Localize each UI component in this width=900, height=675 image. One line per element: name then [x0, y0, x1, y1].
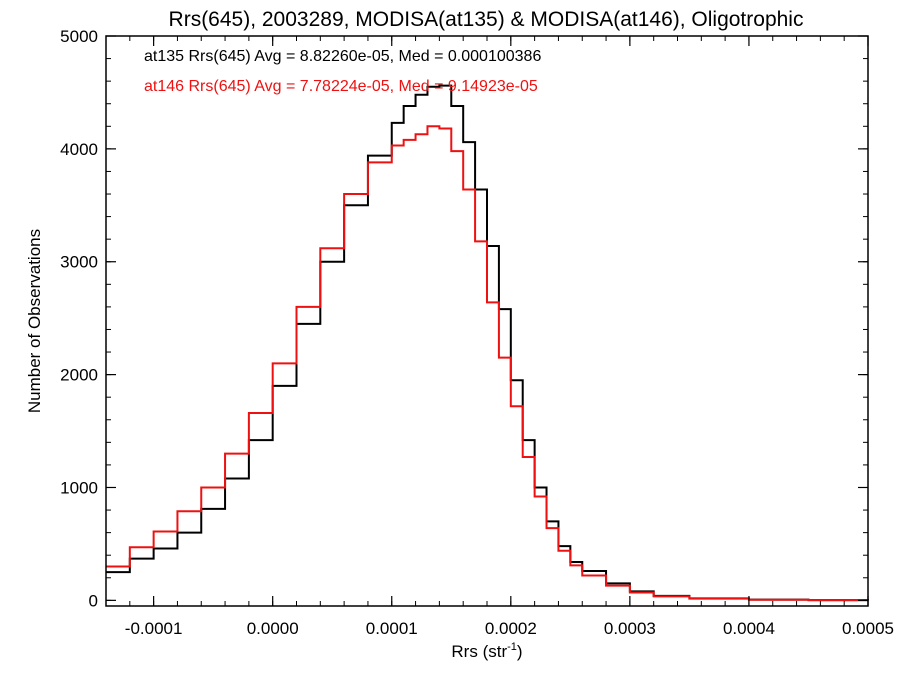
x-tick-label: 0.0002: [485, 619, 537, 638]
y-tick-label: 5000: [60, 27, 98, 46]
x-axis-title-superscript: -1: [507, 641, 517, 653]
y-tick-label: 4000: [60, 140, 98, 159]
x-tick-label: -0.0001: [125, 619, 183, 638]
legend-entry-at135: at135 Rrs(645) Avg = 8.82260e-05, Med = …: [144, 48, 541, 65]
series-at146-line: [106, 125, 869, 602]
y-tick-label: 1000: [60, 478, 98, 497]
x-tick-label: 0.0000: [247, 619, 299, 638]
y-axis-title: Number of Observations: [25, 229, 44, 413]
y-tick-label: 3000: [60, 253, 98, 272]
plot-frame: [105, 35, 869, 607]
legend-entry-at146: at146 Rrs(645) Avg = 7.78224e-05, Med = …: [144, 78, 538, 95]
x-tick-label: 0.0005: [842, 619, 894, 638]
x-axis-title: Rrs (str-1): [451, 641, 522, 661]
x-tick-label: 0.0001: [366, 619, 418, 638]
x-tick-label: 0.0004: [723, 619, 775, 638]
x-axis-title-main: Rrs (str: [451, 642, 507, 661]
x-tick-label: 0.0003: [604, 619, 656, 638]
y-tick-label: 2000: [60, 366, 98, 385]
plot-content: [106, 84, 869, 602]
y-tick-label: 0: [89, 591, 98, 610]
x-axis-ticks: -0.0001 0.0000 0.0001 0.0002 0.0003 0.0004 0.0…: [105, 36, 894, 638]
x-axis-title-close: ): [517, 642, 523, 661]
chart-title: Rrs(645), 2003289, MODISA(at135) & MODIS…: [169, 8, 804, 31]
y-axis-ticks: 0 1000 2000 3000 4000 5000: [60, 27, 868, 610]
